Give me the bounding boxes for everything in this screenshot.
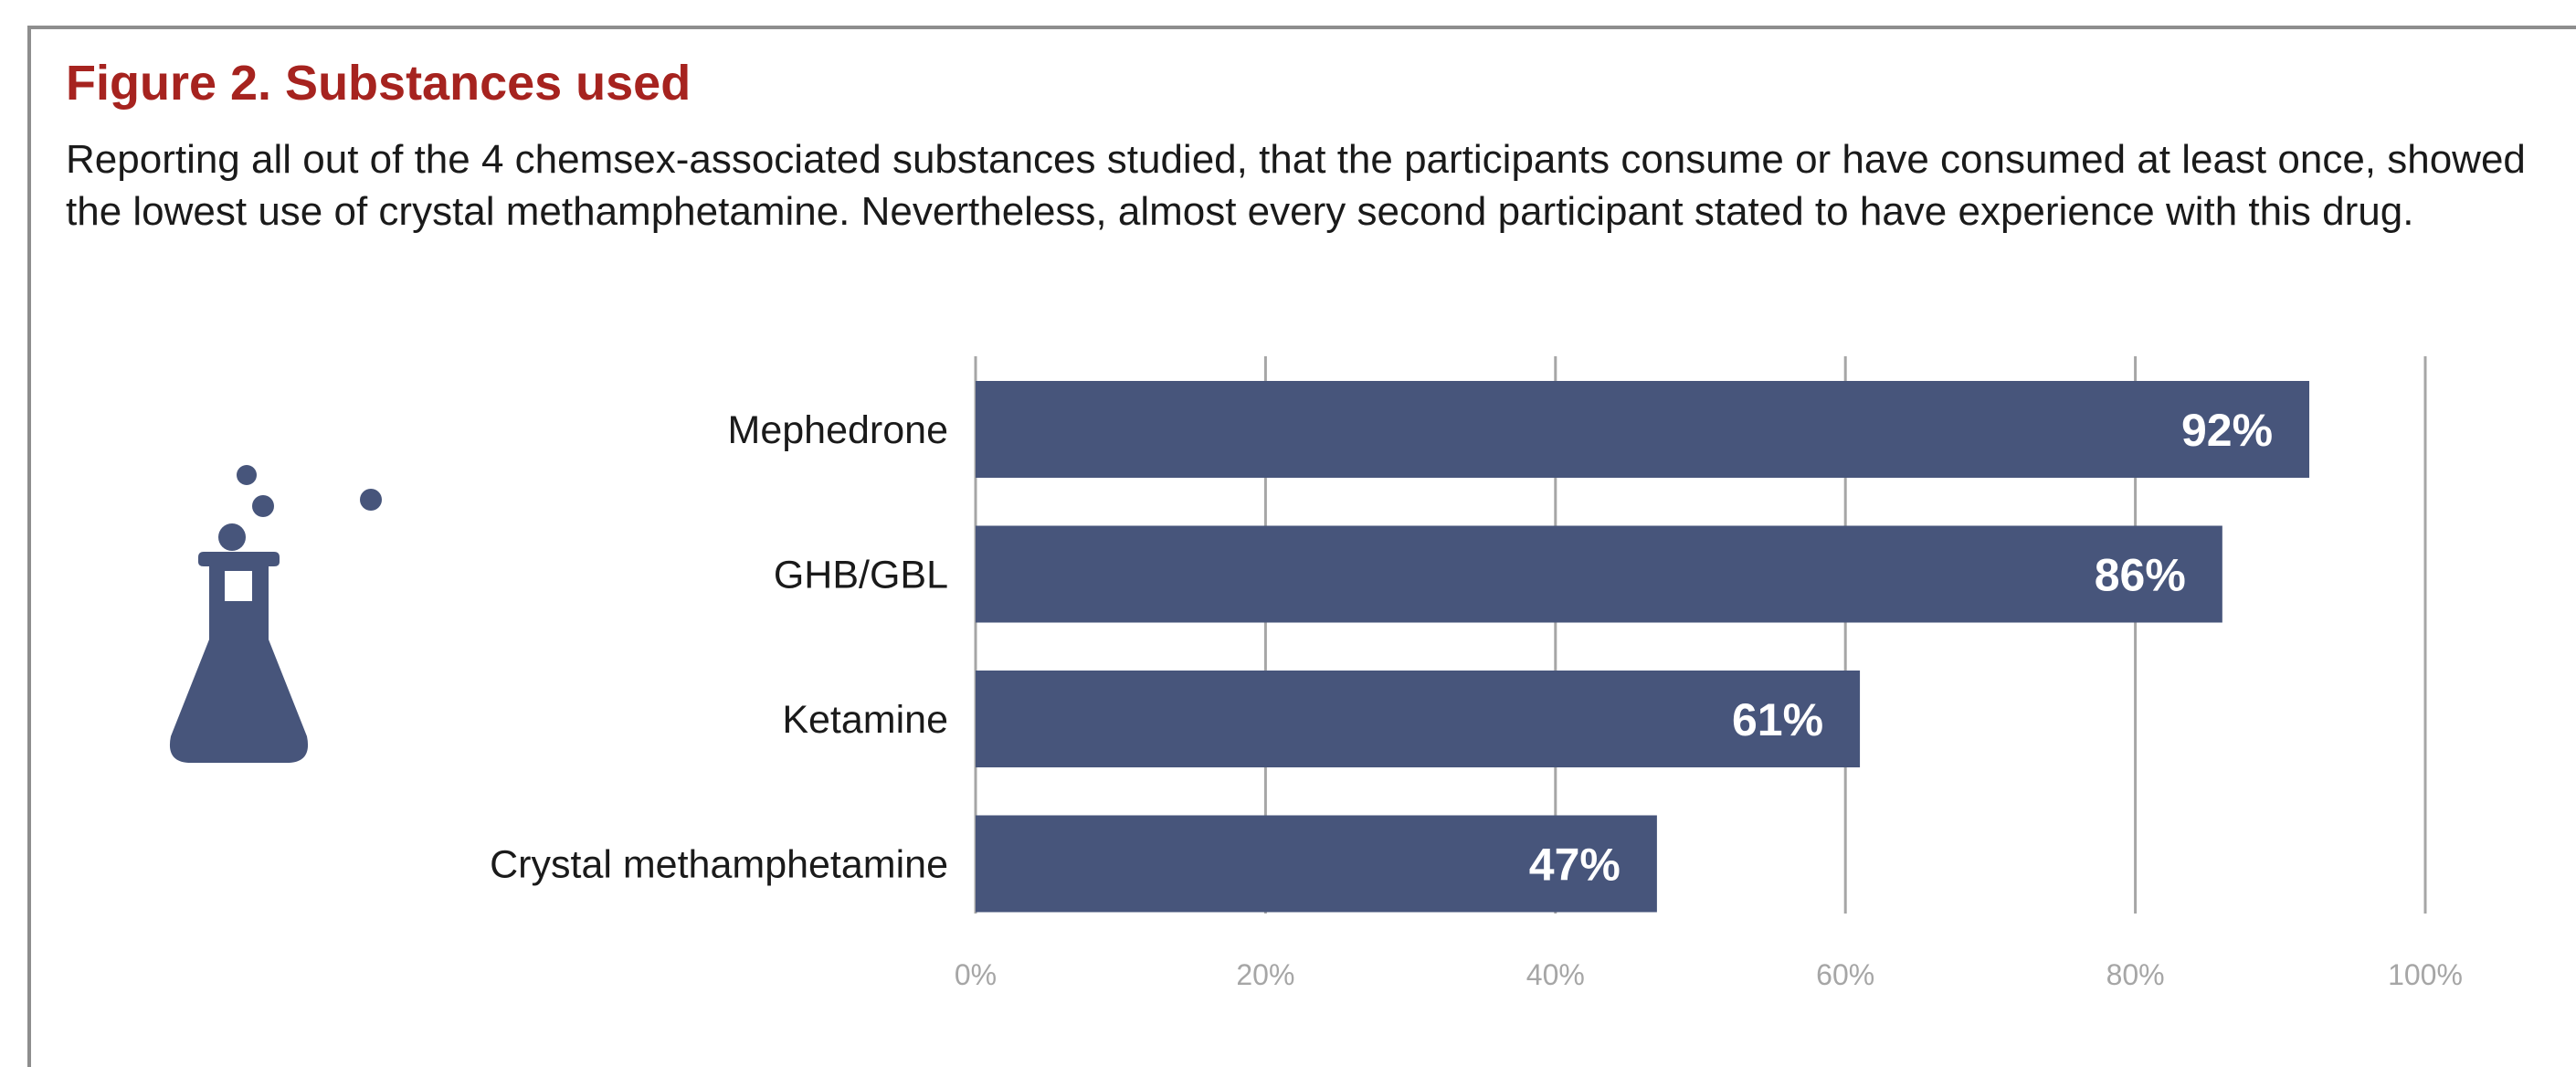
figure-description: Reporting all out of the 4 chemsex-assoc…: [66, 137, 2526, 234]
bar: [976, 381, 2310, 478]
bar-value-label: 47%: [1529, 840, 1621, 891]
category-labels: Mephedrone GHB/GBL Ketamine Crystal methamp…: [490, 408, 948, 887]
bar-value-label: 92%: [2181, 405, 2273, 456]
figure-frame: [27, 26, 2576, 1067]
figure-title: Figure 2. Substances used: [66, 56, 692, 111]
bar-value-label: 61%: [1732, 694, 1823, 745]
x-tick-label: 60%: [1816, 958, 1874, 991]
category-label: GHB/GBL: [774, 554, 948, 597]
category-label: Mephedrone: [728, 408, 948, 452]
bar: [976, 525, 2222, 623]
x-axis-tick-labels: 0% 20% 40% 60% 80% 100%: [955, 958, 2463, 991]
lab-flask-icon: [155, 457, 402, 776]
category-label: Ketamine: [782, 698, 948, 742]
value-labels: 92% 86% 61% 47%: [1529, 405, 2273, 891]
category-label: Crystal methamphetamine: [490, 843, 948, 887]
bar: [976, 815, 1657, 913]
bar-value-label: 86%: [2095, 550, 2186, 601]
bars: [976, 381, 2310, 913]
bar: [976, 671, 1861, 767]
flask-shape: [169, 465, 382, 763]
x-tick-label: 100%: [2388, 958, 2463, 991]
x-tick-label: 0%: [955, 958, 997, 991]
x-tick-label: 20%: [1236, 958, 1294, 991]
x-tick-label: 80%: [2106, 958, 2165, 991]
x-tick-label: 40%: [1526, 958, 1585, 991]
